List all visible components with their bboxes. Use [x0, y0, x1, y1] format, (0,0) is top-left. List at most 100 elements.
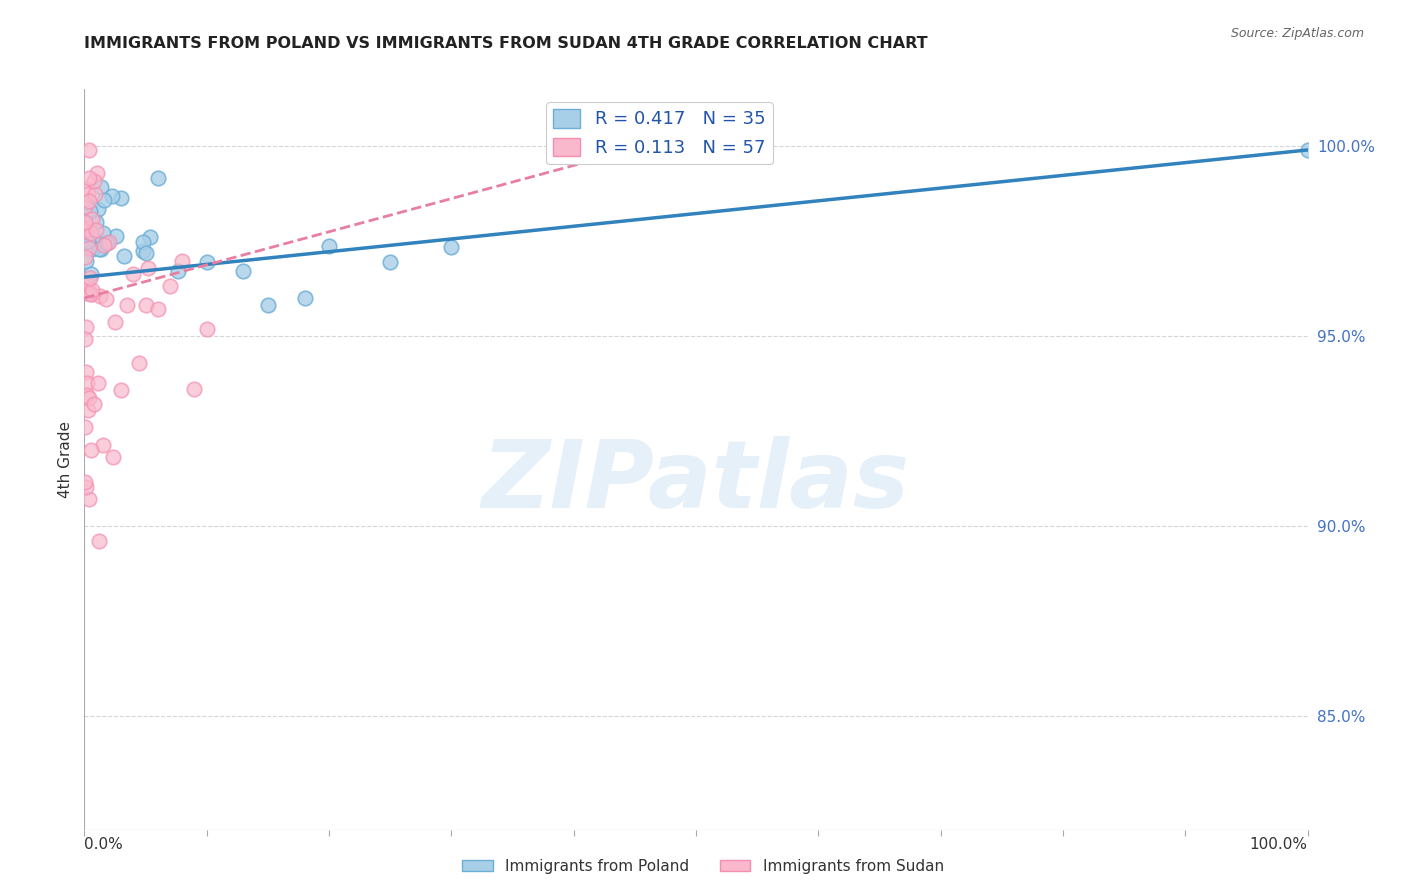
Point [76, 221, 98, 235]
Point [73, 215, 96, 229]
Point [104, 314, 127, 328]
Point [76, 276, 98, 290]
Point [80, 443, 103, 458]
Point [86, 166, 108, 180]
Text: Source: ZipAtlas.com: Source: ZipAtlas.com [1230, 27, 1364, 40]
Point [73, 420, 96, 434]
Point [115, 298, 138, 312]
Point [159, 279, 181, 293]
Point [75, 320, 97, 334]
Point [87, 376, 110, 390]
Point [76, 235, 98, 249]
Point [84, 223, 107, 237]
Point [135, 245, 157, 260]
Point [135, 298, 157, 312]
Point [76, 286, 98, 301]
Point [91, 226, 114, 240]
Point [77, 283, 100, 297]
Point [87, 534, 110, 549]
Point [87, 202, 110, 216]
Point [76, 376, 98, 390]
Point [75, 222, 97, 236]
Point [440, 240, 463, 254]
Point [80, 287, 103, 301]
Point [89, 288, 111, 302]
Point [294, 291, 316, 305]
Point [110, 383, 132, 397]
Point [146, 301, 169, 316]
Point [73, 332, 96, 346]
Text: 100.0%: 100.0% [1250, 838, 1308, 852]
Point [112, 249, 135, 263]
Point [195, 322, 218, 336]
Point [91, 438, 114, 452]
Point [87, 242, 110, 256]
Point [80, 267, 103, 281]
Point [84, 187, 107, 202]
Point [1296, 143, 1319, 157]
Point [75, 195, 97, 210]
Point [195, 255, 218, 269]
Point [83, 396, 105, 410]
Point [90, 242, 112, 256]
Point [73, 199, 96, 213]
Point [79, 143, 101, 157]
Point [79, 170, 101, 185]
Point [79, 203, 101, 218]
Point [146, 170, 169, 185]
Point [132, 244, 155, 259]
Point [90, 179, 112, 194]
Point [93, 193, 115, 207]
Point [77, 491, 100, 506]
Point [75, 227, 97, 242]
Point [166, 264, 188, 278]
Point [122, 267, 145, 281]
Point [83, 174, 105, 188]
Point [79, 227, 101, 241]
Point [93, 237, 115, 252]
Point [77, 194, 100, 208]
Legend: R = 0.417   N = 35, R = 0.113   N = 57: R = 0.417 N = 35, R = 0.113 N = 57 [546, 102, 772, 164]
Text: ZIPatlas: ZIPatlas [482, 435, 910, 527]
Y-axis label: 4th Grade: 4th Grade [58, 421, 73, 498]
Point [75, 180, 97, 194]
Point [97, 235, 120, 249]
Point [75, 254, 97, 268]
Point [183, 382, 205, 396]
Point [75, 475, 97, 489]
Point [96, 236, 118, 251]
Point [104, 228, 127, 243]
Point [77, 391, 100, 405]
Point [101, 450, 124, 465]
Point [76, 187, 98, 202]
Point [79, 287, 101, 301]
Point [75, 250, 97, 264]
Point [136, 261, 159, 276]
Point [75, 365, 97, 379]
Text: 0.0%: 0.0% [84, 838, 124, 852]
Point [96, 292, 118, 306]
Text: IMMIGRANTS FROM POLAND VS IMMIGRANTS FROM SUDAN 4TH GRADE CORRELATION CHART: IMMIGRANTS FROM POLAND VS IMMIGRANTS FRO… [84, 36, 928, 51]
Point [318, 239, 340, 253]
Point [232, 264, 254, 278]
Point [76, 388, 98, 402]
Point [84, 215, 107, 229]
Point [132, 235, 155, 249]
Legend: Immigrants from Poland, Immigrants from Sudan: Immigrants from Poland, Immigrants from … [456, 853, 950, 880]
Point [77, 403, 100, 417]
Point [101, 189, 124, 203]
Point [80, 283, 103, 297]
Point [110, 191, 132, 205]
Point [77, 241, 100, 255]
Point [172, 253, 194, 268]
Point [82, 231, 104, 245]
Point [128, 356, 150, 370]
Point [380, 255, 402, 269]
Point [80, 211, 103, 226]
Point [139, 230, 162, 244]
Point [80, 243, 103, 257]
Point [73, 224, 96, 238]
Point [79, 271, 101, 285]
Point [75, 221, 97, 235]
Point [257, 298, 280, 312]
